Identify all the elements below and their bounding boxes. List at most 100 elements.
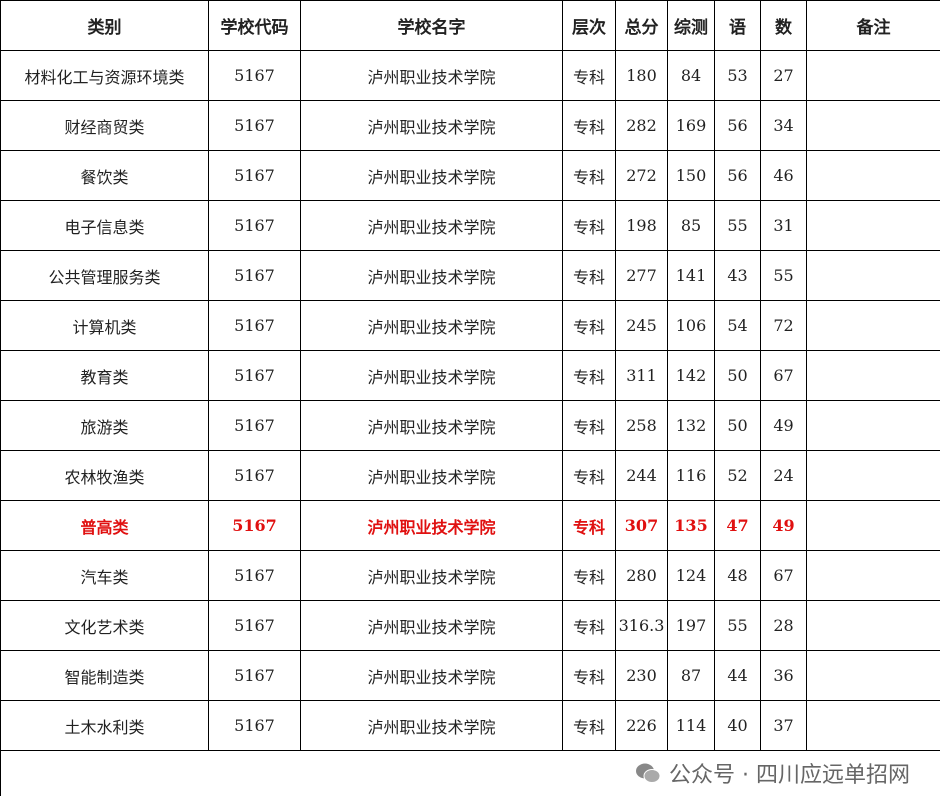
table-cell: 226 xyxy=(615,700,668,751)
table-cell: 泸州职业技术学院 xyxy=(300,500,563,551)
table-cell: 5167 xyxy=(208,200,301,251)
table-cell: 泸州职业技术学院 xyxy=(300,400,563,451)
table-cell: 5167 xyxy=(208,650,301,701)
table-cell: 55 xyxy=(714,600,761,651)
table-cell: 52 xyxy=(714,450,761,501)
header-cell: 类别 xyxy=(0,0,209,51)
table-cell: 47 xyxy=(714,500,761,551)
table-cell: 专科 xyxy=(562,250,616,301)
table-row: 材料化工与资源环境类 5167 泸州职业技术学院 专科 180 84 53 27 xyxy=(0,50,940,101)
table-cell: 泸州职业技术学院 xyxy=(300,600,563,651)
table-cell: 54 xyxy=(714,300,761,351)
table-cell: 37 xyxy=(760,700,807,751)
table-cell: 专科 xyxy=(562,500,616,551)
table-cell: 43 xyxy=(714,250,761,301)
table-cell: 272 xyxy=(615,150,668,201)
watermark: 公众号 · 四川应远单招网 xyxy=(635,757,910,789)
table-cell: 49 xyxy=(760,400,807,451)
table-cell: 50 xyxy=(714,400,761,451)
table-cell: 198 xyxy=(615,200,668,251)
header-cell: 学校代码 xyxy=(208,0,301,51)
table-cell: 泸州职业技术学院 xyxy=(300,150,563,201)
table-cell xyxy=(806,200,940,251)
table-cell: 财经商贸类 xyxy=(0,100,209,151)
table-cell: 49 xyxy=(760,500,807,551)
table-cell: 5167 xyxy=(208,100,301,151)
table-cell: 5167 xyxy=(208,700,301,751)
table-cell: 土木水利类 xyxy=(0,700,209,751)
table-cell xyxy=(806,450,940,501)
table-cell: 计算机类 xyxy=(0,300,209,351)
table-cell: 5167 xyxy=(208,400,301,451)
table-cell: 258 xyxy=(615,400,668,451)
table-cell: 泸州职业技术学院 xyxy=(300,250,563,301)
table-cell: 泸州职业技术学院 xyxy=(300,450,563,501)
table-row: 餐饮类 5167 泸州职业技术学院 专科 272 150 56 46 xyxy=(0,150,940,201)
table-cell: 311 xyxy=(615,350,668,401)
table-cell xyxy=(806,600,940,651)
table-cell: 55 xyxy=(714,200,761,251)
table-cell: 专科 xyxy=(562,550,616,601)
table-row: 土木水利类 5167 泸州职业技术学院 专科 226 114 40 37 xyxy=(0,700,940,751)
table-cell: 142 xyxy=(667,350,715,401)
header-cell: 学校名字 xyxy=(300,0,563,51)
table-cell: 67 xyxy=(760,350,807,401)
table-cell: 244 xyxy=(615,450,668,501)
table-cell: 277 xyxy=(615,250,668,301)
table-cell: 普高类 xyxy=(0,500,209,551)
table-cell: 餐饮类 xyxy=(0,150,209,201)
table-cell: 泸州职业技术学院 xyxy=(300,550,563,601)
table-cell: 材料化工与资源环境类 xyxy=(0,50,209,101)
table-cell xyxy=(806,650,940,701)
table-cell: 5167 xyxy=(208,550,301,601)
table-cell: 56 xyxy=(714,100,761,151)
table-cell: 24 xyxy=(760,450,807,501)
table-cell xyxy=(806,550,940,601)
table-cell: 5167 xyxy=(208,600,301,651)
table-cell xyxy=(806,100,940,151)
table-cell: 专科 xyxy=(562,350,616,401)
header-cell: 数 xyxy=(760,0,807,51)
table-cell: 专科 xyxy=(562,400,616,451)
table-cell: 282 xyxy=(615,100,668,151)
header-cell: 备注 xyxy=(806,0,940,51)
table-cell: 84 xyxy=(667,50,715,101)
header-cell: 总分 xyxy=(615,0,668,51)
table-cell: 泸州职业技术学院 xyxy=(300,100,563,151)
table-row: 普高类 5167 泸州职业技术学院 专科 307 135 47 49 xyxy=(0,500,940,551)
table-cell xyxy=(806,400,940,451)
table-cell: 124 xyxy=(667,550,715,601)
table-cell: 28 xyxy=(760,600,807,651)
table-cell: 专科 xyxy=(562,100,616,151)
table-cell xyxy=(806,150,940,201)
table-body: 材料化工与资源环境类 5167 泸州职业技术学院 专科 180 84 53 27 财经商贸类 51… xyxy=(0,50,940,751)
table-cell: 197 xyxy=(667,600,715,651)
table-cell: 36 xyxy=(760,650,807,701)
table-cell: 44 xyxy=(714,650,761,701)
header-row: 类别 学校代码 学校名字 层次 总分 综测语数备注 xyxy=(0,0,940,51)
table-cell: 5167 xyxy=(208,500,301,551)
header-cell: 语 xyxy=(714,0,761,51)
table-cell: 智能制造类 xyxy=(0,650,209,701)
table-cell: 132 xyxy=(667,400,715,451)
table-cell: 34 xyxy=(760,100,807,151)
table-cell: 307 xyxy=(615,500,668,551)
table-cell: 泸州职业技术学院 xyxy=(300,350,563,401)
table-cell: 泸州职业技术学院 xyxy=(300,700,563,751)
table-cell: 泸州职业技术学院 xyxy=(300,200,563,251)
table-cell: 5167 xyxy=(208,450,301,501)
table-cell: 27 xyxy=(760,50,807,101)
table-row: 电子信息类 5167 泸州职业技术学院 专科 198 85 55 31 xyxy=(0,200,940,251)
footer-cell: 公众号 · 四川应远单招网 xyxy=(0,750,940,796)
table-cell: 5167 xyxy=(208,150,301,201)
table-cell: 专科 xyxy=(562,50,616,101)
table-cell: 116 xyxy=(667,450,715,501)
table-cell xyxy=(806,350,940,401)
table-cell xyxy=(806,700,940,751)
wechat-icon xyxy=(636,763,661,783)
table-cell: 专科 xyxy=(562,150,616,201)
table-cell: 旅游类 xyxy=(0,400,209,451)
table-cell xyxy=(806,500,940,551)
table-cell: 泸州职业技术学院 xyxy=(300,650,563,701)
